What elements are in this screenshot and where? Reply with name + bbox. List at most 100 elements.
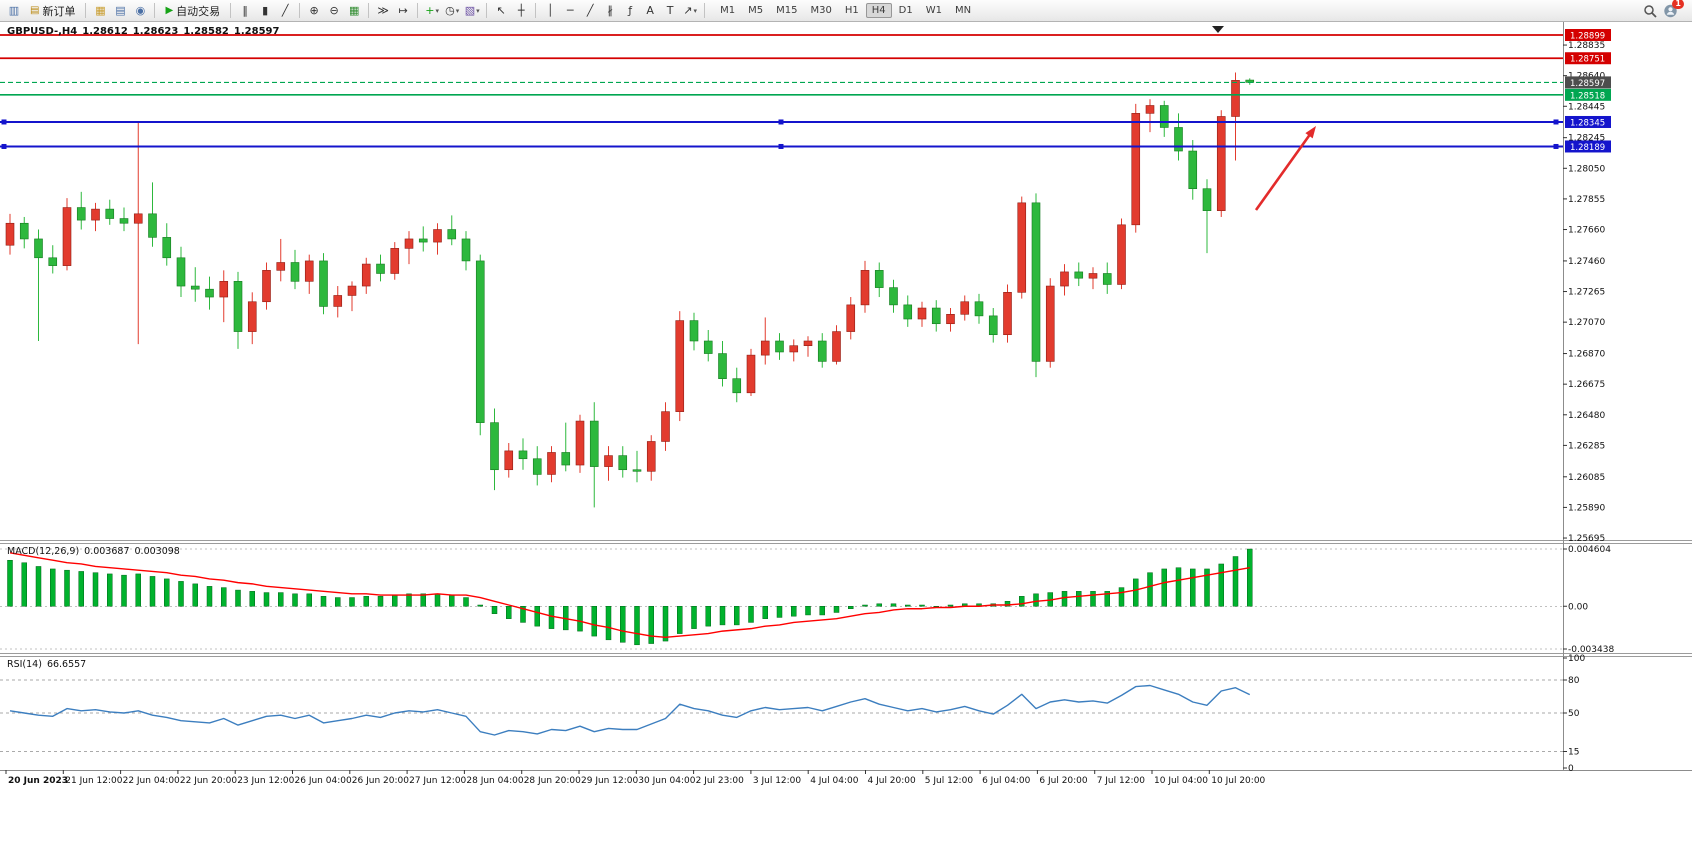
- tile-windows-icon[interactable]: ▦: [345, 2, 363, 20]
- macd-panel: [0, 548, 1563, 650]
- candle: [832, 325, 841, 365]
- shift-chart-icon[interactable]: ↦: [394, 2, 412, 20]
- dropdown-arrow-icon: ▾: [435, 6, 440, 15]
- line-handle[interactable]: [1, 143, 7, 149]
- toolbar-separator: [704, 3, 706, 18]
- line-handle[interactable]: [1, 119, 7, 125]
- zoom-in-icon[interactable]: ⊕: [305, 2, 323, 20]
- candle: [133, 121, 143, 345]
- zoom-out-icon: ⊖: [329, 3, 339, 17]
- templates-icon[interactable]: ▧ ▾: [463, 2, 481, 20]
- svg-text:1.28245: 1.28245: [1568, 134, 1605, 144]
- svg-text:22 Jun 04:00: 22 Jun 04:00: [123, 776, 180, 786]
- price-axis[interactable]: 1.288351.286401.284451.282451.280501.278…: [1563, 29, 1611, 544]
- autotrade-button[interactable]: ▶ 自动交易: [160, 2, 225, 20]
- market-watch-icon[interactable]: ▦: [91, 2, 109, 20]
- market-watch-icon: ▦: [95, 3, 106, 17]
- timeframe-h1[interactable]: H1: [844, 5, 859, 16]
- line-handle[interactable]: [778, 143, 784, 149]
- bar-chart-icon[interactable]: ‖: [236, 2, 254, 20]
- data-window-icon[interactable]: ▤: [111, 2, 129, 20]
- horizontal-line-icon[interactable]: ─: [561, 2, 579, 20]
- label-icon[interactable]: T: [661, 2, 679, 20]
- arrows-icon[interactable]: ↗ ▾: [681, 2, 699, 20]
- notification-icon[interactable]: 1: [1661, 0, 1684, 20]
- candle: [247, 292, 257, 345]
- timeframe-w1[interactable]: W1: [925, 5, 942, 16]
- line-handle[interactable]: [1553, 143, 1559, 149]
- new-chart-icon[interactable]: ▥: [5, 2, 23, 20]
- text-icon[interactable]: A: [641, 2, 659, 20]
- timeframe-m15[interactable]: M15: [776, 5, 798, 16]
- timeframe-m1[interactable]: M1: [720, 5, 736, 16]
- line-handle[interactable]: [1553, 119, 1559, 125]
- indicators-icon[interactable]: + ▾: [423, 2, 441, 20]
- search-icon[interactable]: [1641, 2, 1659, 20]
- timeframe-h4[interactable]: H4: [865, 3, 892, 18]
- data-window-icon: ▤: [115, 3, 126, 17]
- candle: [404, 231, 414, 265]
- svg-text:21 Jun 12:00: 21 Jun 12:00: [65, 776, 122, 786]
- line-chart-icon[interactable]: ╱: [276, 2, 294, 20]
- macd-axis[interactable]: 0.004604 0.00 -0.003438: [1563, 545, 1614, 655]
- arrow-annotation[interactable]: [1254, 126, 1316, 211]
- toolbar: ▥ ▤ 新订单 ▦ ▤ ◉ ▶ 自动交易 ‖ ▮ ╱ ⊕ ⊖ ▦ ≫ ↦ + ▾ ◷ ▾ ▧ ▾ ↖ ┼ │ ─ ╱ ∦ ƒ A T ↗ ▾ M1…: [0, 0, 1692, 22]
- horizontal-line-1.28345[interactable]: [0, 119, 1563, 125]
- svg-text:7 Jul 12:00: 7 Jul 12:00: [1097, 776, 1146, 786]
- rsi-indicator-label: RSI(14) 66.6557: [7, 659, 91, 670]
- svg-text:1.26085: 1.26085: [1568, 473, 1605, 483]
- channel-icon[interactable]: ∦: [601, 2, 619, 20]
- terminal-icon[interactable]: ◉: [131, 2, 149, 20]
- zoom-out-icon[interactable]: ⊖: [325, 2, 343, 20]
- candle: [447, 215, 457, 246]
- candle: [276, 238, 286, 282]
- vertical-line-icon: │: [546, 3, 554, 17]
- cursor-icon: ↖: [496, 3, 506, 17]
- candle: [433, 223, 442, 255]
- crosshair-icon[interactable]: ┼: [512, 2, 530, 20]
- svg-text:23 Jun 12:00: 23 Jun 12:00: [237, 776, 294, 786]
- timeframe-m5[interactable]: M5: [748, 5, 764, 16]
- candle: [860, 260, 870, 313]
- svg-text:1.26675: 1.26675: [1568, 380, 1605, 390]
- candlestick-chart-icon[interactable]: ▮: [256, 2, 274, 20]
- periods-icon[interactable]: ◷ ▾: [443, 2, 461, 20]
- timeframe-mn[interactable]: MN: [954, 5, 972, 16]
- svg-text:0.004604: 0.004604: [1568, 545, 1611, 555]
- line-handle[interactable]: [778, 119, 784, 125]
- bar-chart-icon: ‖: [242, 3, 248, 17]
- candle: [1145, 99, 1155, 133]
- svg-text:80: 80: [1568, 676, 1580, 686]
- svg-text:1.26285: 1.26285: [1568, 441, 1605, 451]
- candle: [105, 199, 115, 225]
- candle: [661, 402, 670, 451]
- svg-text:6 Jul 04:00: 6 Jul 04:00: [982, 776, 1031, 786]
- new-order-button[interactable]: ▤ 新订单: [25, 2, 80, 20]
- svg-text:10 Jul 20:00: 10 Jul 20:00: [1211, 776, 1265, 786]
- trendline-icon[interactable]: ╱: [581, 2, 599, 20]
- vertical-line-icon[interactable]: │: [541, 2, 559, 20]
- svg-text:1.28189: 1.28189: [1570, 143, 1605, 153]
- candle: [1245, 78, 1255, 85]
- toolbar-separator: [154, 3, 156, 18]
- candle: [1159, 100, 1169, 137]
- cursor-icon[interactable]: ↖: [492, 2, 510, 20]
- fibonacci-icon: ƒ: [628, 3, 633, 17]
- timeframe-d1[interactable]: D1: [898, 5, 913, 16]
- autotrade-icon: ▶: [165, 5, 174, 16]
- timeframe-m30[interactable]: M30: [810, 5, 832, 16]
- candle: [1188, 140, 1198, 200]
- price-tag: 1.28899: [1565, 29, 1611, 42]
- horizontal-line-1.28189[interactable]: [0, 143, 1563, 149]
- rsi-axis[interactable]: 100 80 50 15 0: [1563, 654, 1585, 774]
- ohlc-close: 1.28597: [233, 26, 280, 37]
- svg-text:4 Jul 04:00: 4 Jul 04:00: [810, 776, 859, 786]
- svg-text:1.27660: 1.27660: [1568, 226, 1605, 236]
- annotations: [1212, 26, 1316, 211]
- candle: [589, 402, 599, 508]
- auto-scroll-icon[interactable]: ≫: [374, 2, 392, 20]
- fibonacci-icon[interactable]: ƒ: [621, 2, 639, 20]
- svg-text:27 Jun 12:00: 27 Jun 12:00: [409, 776, 466, 786]
